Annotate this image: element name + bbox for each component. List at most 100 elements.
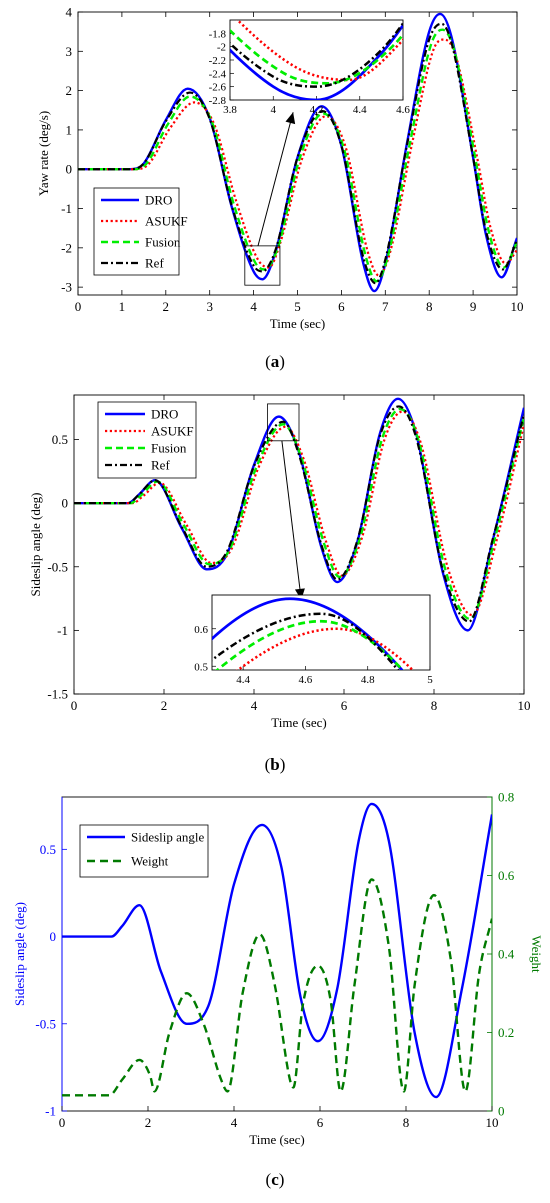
y-right-tick-label: 0.6 bbox=[498, 868, 515, 883]
legend-entry: DRO bbox=[145, 193, 172, 208]
x-tick-label: 6 bbox=[338, 299, 345, 314]
x-tick-label: 4 bbox=[251, 698, 258, 713]
chart-a: 0 1 2 3 4 5 6 7 8 9 10 -3 -2 -1 0 1 2 3 4 Time (sec) Yaw rat… bbox=[36, 5, 524, 332]
legend-entry: ASUKF bbox=[145, 214, 188, 229]
series-line-weight bbox=[62, 878, 492, 1097]
chart-b: 0 2 4 6 8 10 -1.5 -1 -0.5 0 0.5 Time (sec) Sideslip … bbox=[28, 394, 531, 730]
legend-entry: Fusion bbox=[145, 235, 181, 250]
y-tick-label: -0.5 bbox=[47, 559, 68, 574]
inset-x-tick-label: 4.4 bbox=[353, 104, 367, 116]
y-axis-label: Sideslip angle (deg) bbox=[12, 902, 27, 1006]
x-tick-label: 1 bbox=[119, 299, 126, 314]
x-axis-label: Time (sec) bbox=[270, 316, 326, 331]
y-tick-label: 0.5 bbox=[52, 432, 68, 447]
inset-y-tick-label: -2.8 bbox=[209, 95, 227, 107]
legend-entry: ASUKF bbox=[151, 424, 194, 439]
y-tick-label: 2 bbox=[66, 83, 73, 98]
x-tick-label: 8 bbox=[403, 1115, 410, 1130]
y-right-tick-label: 0 bbox=[498, 1104, 505, 1119]
y-tick-label: 1 bbox=[66, 122, 73, 137]
x-tick-label: 8 bbox=[426, 299, 433, 314]
x-tick-label: 8 bbox=[431, 698, 438, 713]
inset-y-tick-label: -2.4 bbox=[209, 68, 227, 80]
y-right-tick-label: 0.4 bbox=[498, 947, 515, 962]
x-tick-label: 3 bbox=[206, 299, 213, 314]
inset-x-tick-label: 3.8 bbox=[223, 104, 237, 116]
x-tick-label: 0 bbox=[75, 299, 82, 314]
x-tick-label: 6 bbox=[317, 1115, 324, 1130]
caption-a: (a) bbox=[265, 352, 285, 371]
inset-y-tick-label: -1.8 bbox=[209, 28, 227, 40]
x-axis-label: Time (sec) bbox=[271, 715, 327, 730]
legend-entry: Weight bbox=[131, 854, 169, 869]
y-tick-label: -1 bbox=[61, 201, 72, 216]
x-tick-label: 9 bbox=[470, 299, 477, 314]
series-line-fusion bbox=[74, 407, 524, 621]
x-tick-label: 2 bbox=[145, 1115, 152, 1130]
x-tick-label: 4 bbox=[231, 1115, 238, 1130]
y-right-axis-label: Weight bbox=[529, 935, 544, 973]
zoom-region-box bbox=[244, 245, 281, 286]
legend-box bbox=[93, 187, 180, 276]
zoom-arrow-line bbox=[257, 112, 294, 246]
series-line-asukf bbox=[74, 410, 524, 617]
series-line-ref bbox=[74, 405, 524, 623]
inset-x-tick-label: 4.8 bbox=[361, 674, 375, 686]
legend-entry: Sideslip angle bbox=[131, 830, 205, 845]
y-tick-label: -1 bbox=[45, 1104, 56, 1119]
y-tick-label: 0.5 bbox=[40, 842, 56, 857]
x-tick-label: 10 bbox=[511, 299, 524, 314]
legend-entry: Ref bbox=[151, 458, 170, 473]
inset-x-tick-label: 4 bbox=[271, 104, 277, 116]
x-tick-label: 6 bbox=[341, 698, 348, 713]
x-tick-label: 0 bbox=[71, 698, 78, 713]
y-tick-label: 3 bbox=[66, 44, 73, 59]
inset-plot-area bbox=[211, 594, 431, 671]
x-tick-label: 5 bbox=[294, 299, 301, 314]
legend-box bbox=[79, 824, 209, 878]
zoom-arrow-head bbox=[285, 112, 296, 125]
inset-y-tick-label: -2.2 bbox=[209, 55, 226, 67]
y-tick-label: -1.5 bbox=[47, 687, 68, 702]
series-line-sideslip-angle bbox=[62, 802, 492, 1099]
inset-x-tick-label: 4.6 bbox=[299, 674, 313, 686]
series-group bbox=[62, 802, 492, 1099]
y-right-tick-label: 0.8 bbox=[498, 790, 514, 805]
zoom-region-box bbox=[267, 403, 300, 442]
series-line-ref bbox=[78, 22, 517, 285]
y-tick-label: -0.5 bbox=[35, 1016, 56, 1031]
inset-x-tick-label: 5 bbox=[427, 674, 433, 686]
legend-entry: Ref bbox=[145, 256, 164, 271]
zoom-arrow-head bbox=[294, 588, 305, 600]
y-tick-label: 0 bbox=[66, 162, 73, 177]
series-group bbox=[74, 397, 524, 632]
caption-b: (b) bbox=[264, 755, 286, 774]
y-tick-label: 0 bbox=[62, 496, 69, 511]
caption-c: (c) bbox=[265, 1170, 285, 1189]
inset-x-tick-label: 4.2 bbox=[310, 104, 324, 116]
inset-y-tick-label: 0.6 bbox=[194, 624, 208, 636]
x-tick-label: 10 bbox=[518, 698, 531, 713]
y-axis-label: Yaw rate (deg/s) bbox=[36, 111, 51, 196]
x-tick-label: 4 bbox=[250, 299, 257, 314]
chart-c: 0 2 4 6 8 10 -1 -0.5 0 0.5 0 0.2 0.4 0.6 0.8 Time (sec)… bbox=[12, 790, 544, 1148]
y-tick-label: -1 bbox=[57, 623, 68, 638]
inset-y-tick-label: -2.6 bbox=[209, 82, 227, 94]
x-tick-label: 10 bbox=[486, 1115, 499, 1130]
y-tick-label: -3 bbox=[61, 280, 72, 295]
y-right-tick-label: 0.2 bbox=[498, 1025, 514, 1040]
y-tick-label: 4 bbox=[66, 5, 73, 20]
x-tick-label: 2 bbox=[161, 698, 168, 713]
x-tick-label: 7 bbox=[382, 299, 389, 314]
inset-x-tick-label: 4.4 bbox=[236, 674, 250, 686]
legend-entry: DRO bbox=[151, 407, 178, 422]
legend-entry: Fusion bbox=[151, 441, 187, 456]
y-tick-label: -2 bbox=[61, 240, 72, 255]
zoom-arrow-line bbox=[281, 440, 302, 600]
inset-x-tick-label: 4.6 bbox=[396, 104, 410, 116]
y-axis-label: Sideslip angle (deg) bbox=[28, 493, 43, 597]
y-tick-label: 0 bbox=[50, 929, 57, 944]
inset-y-tick-label: 0.5 bbox=[194, 661, 208, 673]
x-axis-label: Time (sec) bbox=[249, 1132, 305, 1147]
